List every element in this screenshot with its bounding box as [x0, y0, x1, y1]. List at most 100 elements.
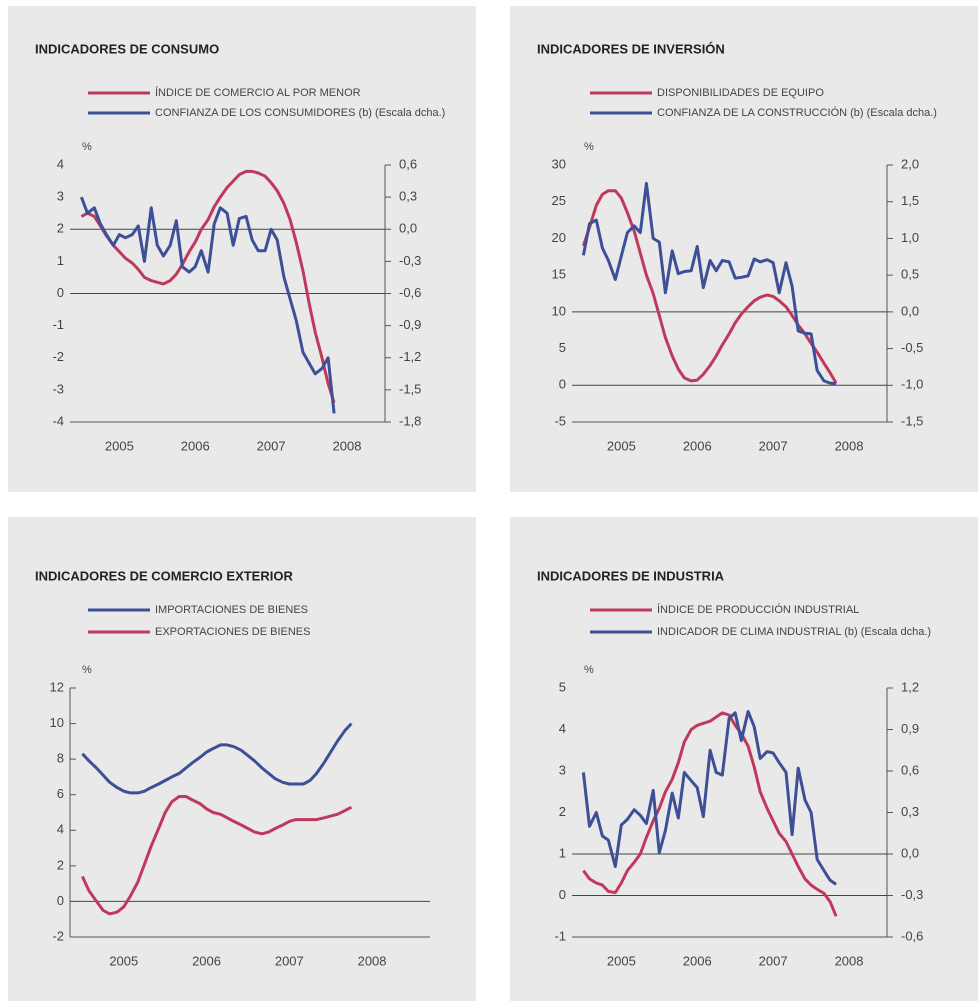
y2-tick-label: 1,2 [901, 679, 919, 694]
y-tick-label: -1 [52, 317, 64, 332]
x-tick-label: 2005 [607, 953, 636, 968]
x-tick-label: 2006 [683, 953, 712, 968]
y2-tick-label: -1,5 [901, 413, 923, 428]
x-tick-label: 2007 [275, 953, 304, 968]
y-tick-label: 4 [57, 156, 64, 171]
y2-tick-label: 1,0 [901, 230, 919, 245]
x-tick-label: 2005 [607, 438, 636, 453]
y2-tick-label: -1,5 [399, 381, 421, 396]
y2-tick-label: 0,6 [399, 156, 417, 171]
panel [510, 6, 978, 492]
y-tick-label: 0 [57, 893, 64, 908]
y-tick-label: 2 [559, 804, 566, 819]
y-tick-label: 4 [559, 721, 566, 736]
y-tick-label: -2 [52, 349, 64, 364]
y2-tick-label: 2,0 [901, 156, 919, 171]
x-tick-label: 2007 [257, 438, 286, 453]
y2-tick-label: -0,9 [399, 317, 421, 332]
y-tick-label: -5 [554, 413, 566, 428]
x-tick-label: 2007 [759, 953, 788, 968]
y-tick-label: 5 [559, 679, 566, 694]
y2-tick-label: 1,5 [901, 193, 919, 208]
x-tick-label: 2005 [109, 953, 138, 968]
y-tick-label: 25 [552, 193, 566, 208]
y-tick-label: 0 [57, 285, 64, 300]
y-tick-label: 2 [57, 857, 64, 872]
y-tick-label: 1 [57, 253, 64, 268]
series-line [581, 710, 837, 886]
y-axis-unit: % [82, 141, 92, 153]
legend-label: IMPORTACIONES DE BIENES [155, 604, 308, 616]
x-tick-label: 2008 [333, 438, 362, 453]
y2-tick-label: 0,0 [901, 845, 919, 860]
y-tick-label: 12 [50, 679, 64, 694]
y-tick-label: -1 [554, 928, 566, 943]
y-tick-label: 15 [552, 267, 566, 282]
chart-title: INDICADORES DE COMERCIO EXTERIOR [35, 568, 293, 583]
chart-title: INDICADORES DE INDUSTRIA [537, 568, 725, 583]
y2-tick-label: -0,3 [399, 253, 421, 268]
y-tick-label: 0 [559, 377, 566, 392]
x-tick-label: 2008 [835, 438, 864, 453]
y-tick-label: 10 [552, 303, 566, 318]
series-line [81, 722, 353, 795]
y2-tick-label: 0,0 [399, 221, 417, 236]
series-line [581, 181, 837, 386]
y-axis-unit: % [82, 664, 92, 676]
y2-tick-label: 0,5 [901, 267, 919, 282]
x-tick-label: 2006 [683, 438, 712, 453]
legend-label: INDICADOR DE CLIMA INDUSTRIAL (b) (Escal… [657, 626, 931, 638]
x-tick-label: 2007 [759, 438, 788, 453]
y2-tick-label: -1,8 [399, 413, 421, 428]
y2-tick-label: -0,3 [901, 887, 923, 902]
legend-label: CONFIANZA DE LA CONSTRUCCIÓN (b) (Escala… [657, 106, 937, 119]
y-axis-unit: % [584, 664, 594, 676]
panel [8, 6, 476, 492]
y-tick-label: 20 [552, 230, 566, 245]
y-tick-label: 2 [57, 221, 64, 236]
y2-tick-label: 0,3 [399, 189, 417, 204]
legend-label: ÍNDICE DE PRODUCCIÓN INDUSTRIAL [657, 603, 859, 616]
panel [510, 517, 978, 1001]
y-tick-label: 3 [57, 189, 64, 204]
x-tick-label: 2006 [192, 953, 221, 968]
legend-label: EXPORTACIONES DE BIENES [155, 626, 310, 638]
y-tick-label: 30 [552, 156, 566, 171]
legend-label: CONFIANZA DE LOS CONSUMIDORES (b) (Escal… [155, 107, 445, 119]
y-tick-label: -4 [52, 413, 64, 428]
y-tick-label: -2 [52, 928, 64, 943]
legend-label: DISPONIBILIDADES DE EQUIPO [657, 87, 824, 99]
y-tick-label: 4 [57, 822, 64, 837]
x-tick-label: 2008 [358, 953, 387, 968]
series-line [80, 169, 336, 404]
y-axis-unit: % [584, 141, 594, 153]
y2-tick-label: 0,6 [901, 762, 919, 777]
legend-label: ÍNDICE DE COMERCIO AL POR MENOR [155, 86, 361, 99]
y-tick-label: 6 [57, 786, 64, 801]
y2-tick-label: -0,5 [901, 340, 923, 355]
y-tick-label: -3 [52, 381, 64, 396]
y2-tick-label: -0,6 [399, 285, 421, 300]
y-tick-label: 1 [559, 845, 566, 860]
y-tick-label: 0 [559, 887, 566, 902]
x-tick-label: 2006 [181, 438, 210, 453]
x-tick-label: 2008 [835, 953, 864, 968]
y-tick-label: 3 [559, 762, 566, 777]
series-line [79, 196, 336, 414]
y2-tick-label: -0,6 [901, 928, 923, 943]
y2-tick-label: 0,3 [901, 804, 919, 819]
series-line [582, 711, 838, 917]
y-tick-label: 10 [50, 715, 64, 730]
y-tick-label: 5 [559, 340, 566, 355]
x-tick-label: 2005 [105, 438, 134, 453]
y2-tick-label: -1,0 [901, 377, 923, 392]
y2-tick-label: 0,9 [901, 721, 919, 736]
y-tick-label: 8 [57, 751, 64, 766]
chart-title: INDICADORES DE INVERSIÓN [537, 41, 725, 56]
y2-tick-label: 0,0 [901, 303, 919, 318]
panel [8, 517, 476, 1001]
y2-tick-label: -1,2 [399, 349, 421, 364]
chart-title: INDICADORES DE CONSUMO [35, 41, 219, 56]
